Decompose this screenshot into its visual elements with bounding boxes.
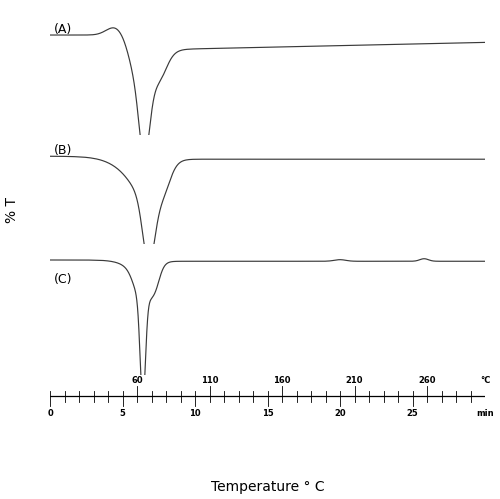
- Text: °C: °C: [480, 376, 490, 385]
- Text: min: min: [476, 409, 494, 418]
- Text: 20: 20: [334, 409, 346, 418]
- Text: 160: 160: [273, 376, 291, 385]
- Text: (B): (B): [54, 144, 72, 157]
- Text: (C): (C): [54, 273, 73, 286]
- Text: 0: 0: [47, 409, 53, 418]
- Text: 10: 10: [189, 409, 201, 418]
- Text: 5: 5: [120, 409, 126, 418]
- Text: 210: 210: [346, 376, 364, 385]
- Text: 110: 110: [201, 376, 218, 385]
- Text: 25: 25: [406, 409, 418, 418]
- Text: 260: 260: [418, 376, 436, 385]
- Text: Temperature ° C: Temperature ° C: [210, 480, 324, 494]
- Text: 15: 15: [262, 409, 274, 418]
- Text: (A): (A): [54, 22, 72, 35]
- Text: 60: 60: [131, 376, 143, 385]
- Text: % T: % T: [6, 197, 20, 223]
